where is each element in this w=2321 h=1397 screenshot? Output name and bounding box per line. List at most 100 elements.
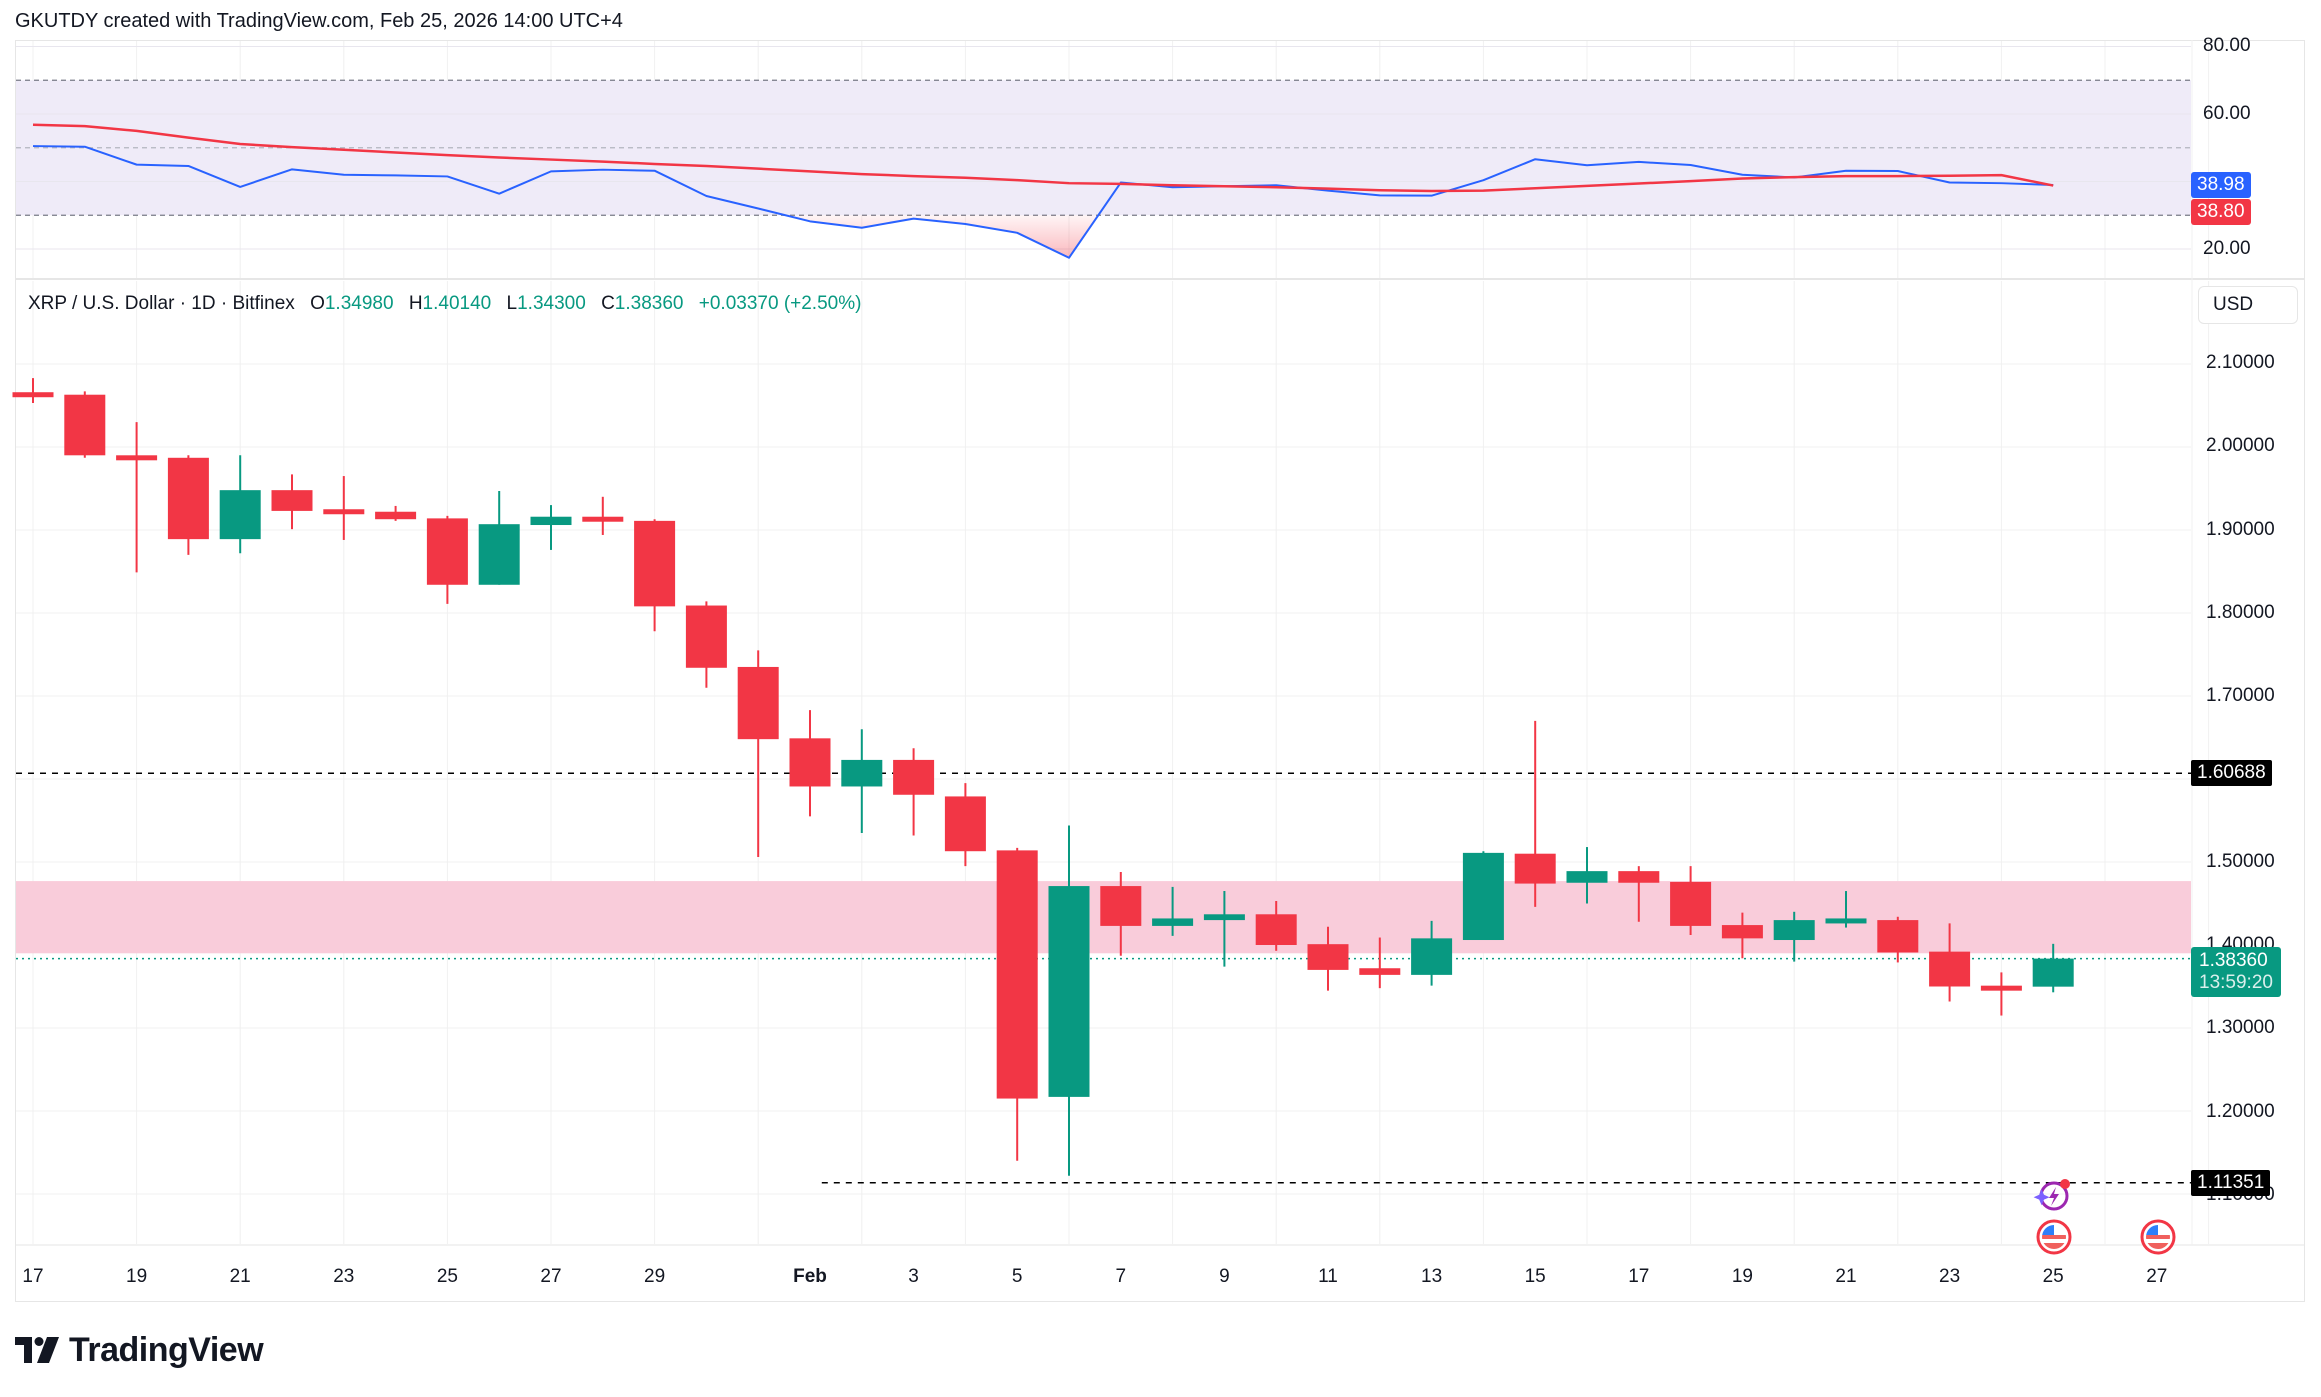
candle[interactable] [1152, 886, 1194, 936]
time-axis-label: 27 [540, 1266, 562, 1287]
candle[interactable] [1307, 926, 1349, 991]
time-axis-label: 5 [1011, 1266, 1023, 1287]
time-axis-label: 19 [1731, 1266, 1753, 1287]
price-axis-tick: 2.10000 [2206, 352, 2275, 373]
time-axis-label: 23 [1939, 1266, 1961, 1287]
candle[interactable] [737, 650, 779, 858]
candle[interactable] [582, 496, 624, 535]
bar-countdown: 13:59:20 [2199, 972, 2273, 993]
low-label: L [506, 293, 518, 314]
time-axis-label: 15 [1524, 1266, 1546, 1287]
high-label: H [408, 293, 423, 314]
candle[interactable] [685, 601, 727, 688]
candle[interactable] [944, 783, 986, 867]
rsi-pane [16, 41, 2210, 278]
time-axis-label: 17 [1628, 1266, 1650, 1287]
candle[interactable] [323, 476, 365, 540]
candle[interactable] [1203, 891, 1245, 967]
candle[interactable] [1773, 911, 1815, 962]
candle[interactable] [271, 474, 313, 530]
chart-caption: GKUTDY created with TradingView.com, Feb… [15, 10, 623, 32]
price-axis-tick: 1.50000 [2206, 851, 2275, 872]
open-label: O [310, 293, 325, 314]
candle[interactable] [1980, 972, 2022, 1016]
candle[interactable] [789, 710, 831, 817]
candle[interactable] [426, 515, 468, 604]
time-axis-label: 9 [1219, 1266, 1230, 1287]
time-axis-label: 25 [2042, 1266, 2064, 1287]
price-axis-tick: 1.70000 [2206, 685, 2275, 706]
time-axis-label: 27 [2146, 1266, 2168, 1287]
candle[interactable] [1929, 923, 1971, 1002]
change-value: +0.03370 (+2.50%) [698, 293, 862, 314]
rsi-axis-tick: 60.00 [2203, 103, 2251, 124]
us-flag-event-icon[interactable] [2140, 1219, 2176, 1255]
candle[interactable] [530, 505, 572, 550]
candle[interactable] [167, 455, 209, 555]
rsi-axis-tick: 80.00 [2203, 35, 2251, 56]
candle[interactable] [1566, 847, 1608, 904]
rsi-ma-value-tag: 38.80 [2191, 199, 2251, 225]
level-low-tag: 1.11351 [2191, 1170, 2271, 1196]
price-axis-tick: 1.80000 [2206, 602, 2275, 623]
candle[interactable] [1514, 720, 1556, 907]
candle[interactable] [219, 455, 261, 554]
candle[interactable] [1411, 920, 1453, 986]
currency-button[interactable]: USD [2198, 286, 2298, 324]
time-axis-label: 21 [1835, 1266, 1857, 1287]
time-axis-label: 19 [126, 1266, 148, 1287]
candle[interactable] [1048, 825, 1090, 1176]
chart-frame [15, 40, 2305, 1302]
rsi-value-tag: 38.98 [2191, 172, 2251, 198]
candle[interactable] [1618, 866, 1660, 922]
candle[interactable] [1721, 912, 1763, 959]
candle[interactable] [1825, 891, 1867, 928]
time-axis-label: 7 [1115, 1266, 1127, 1287]
price-axis-tick: 1.30000 [2206, 1017, 2275, 1038]
candle[interactable] [116, 422, 158, 573]
us-flag-event-icon[interactable] [2036, 1219, 2072, 1255]
candle[interactable] [634, 519, 676, 632]
earnings-lightning-icon[interactable] [2033, 1179, 2070, 1211]
time-axis-label: 21 [229, 1266, 251, 1287]
candle[interactable] [375, 505, 417, 521]
candle[interactable] [893, 748, 935, 836]
time-axis-label: 11 [1318, 1266, 1338, 1287]
tradingview-logo-icon [15, 1337, 59, 1363]
candle[interactable] [1255, 901, 1297, 951]
rsi-ma-line [32, 123, 2054, 193]
level-high-tag: 1.60688 [2191, 760, 2272, 786]
tradingview-logo[interactable]: TradingView [15, 1330, 264, 1370]
candle[interactable] [1462, 851, 1504, 941]
tradingview-logo-text: TradingView [69, 1330, 264, 1369]
symbol-legend[interactable]: XRP / U.S. Dollar · 1D · Bitfinex O1.349… [28, 293, 861, 315]
price-axis-tick: 1.20000 [2206, 1101, 2275, 1122]
rsi-line [32, 145, 2054, 259]
candle[interactable] [1670, 866, 1712, 936]
time-axis-label: Feb [793, 1266, 827, 1287]
candle[interactable] [1359, 937, 1401, 989]
time-axis-label: 23 [333, 1266, 355, 1287]
candle[interactable] [841, 729, 883, 833]
rsi-axis-tick: 20.00 [2203, 238, 2251, 259]
time-axis-label: 3 [908, 1266, 919, 1287]
time-axis-label: 29 [644, 1266, 666, 1287]
candle[interactable] [478, 490, 520, 585]
candle[interactable] [1877, 916, 1919, 963]
candle[interactable] [2032, 943, 2074, 993]
price-axis-tick: 1.90000 [2206, 519, 2275, 540]
time-axis-label: 25 [436, 1266, 458, 1287]
low-value: 1.34300 [517, 293, 586, 314]
candle[interactable] [996, 847, 1038, 1161]
time-axis-label: 17 [22, 1266, 44, 1287]
symbol-title: XRP / U.S. Dollar · 1D · Bitfinex [28, 293, 295, 314]
candle[interactable] [64, 391, 106, 458]
open-value: 1.34980 [324, 293, 394, 314]
time-axis-label: 13 [1421, 1266, 1443, 1287]
price-axis-tick: 2.00000 [2206, 435, 2275, 456]
last-price-value: 1.38360 [2199, 950, 2268, 971]
close-label: C [601, 293, 615, 314]
candle[interactable] [12, 378, 54, 404]
candle[interactable] [1100, 871, 1142, 956]
